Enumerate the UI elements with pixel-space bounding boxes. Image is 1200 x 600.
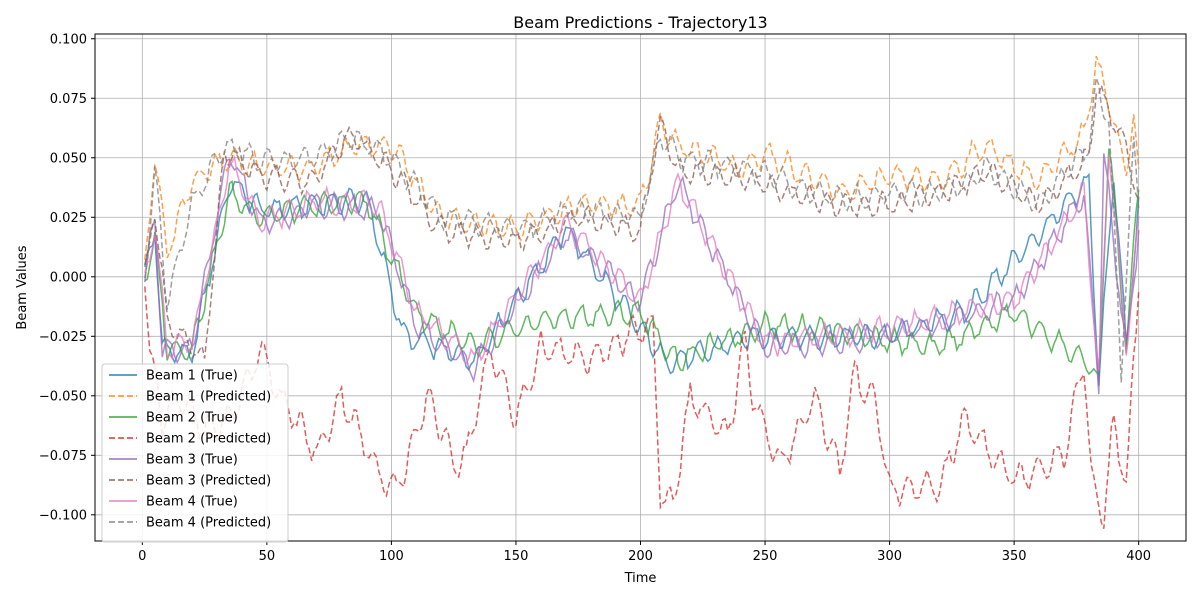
- x-tick-label: 350: [1002, 549, 1027, 564]
- x-tick-label: 400: [1126, 549, 1151, 564]
- y-tick-label: 0.000: [50, 270, 87, 285]
- y-tick-label: 0.075: [50, 92, 87, 107]
- series-line-beam-2-predicted: [144, 286, 1140, 529]
- series-layer: [144, 55, 1140, 529]
- series-line-beam-3-predicted: [144, 82, 1140, 360]
- legend-label: Beam 2 (True): [146, 411, 238, 426]
- series-line-beam-4-true: [144, 155, 1140, 371]
- legend-box: [101, 363, 289, 543]
- grid: [95, 34, 1186, 541]
- ticks: 0 50 100 150 200 250 300 350 400 −0.100 −0.075 −0.0…: [39, 32, 1151, 564]
- y-axis-title: Beam Values: [15, 245, 30, 329]
- legend-label: Beam 1 (True): [146, 369, 238, 384]
- chart-title: Beam Predictions - Trajectory13: [513, 13, 767, 32]
- y-tick-label: −0.050: [39, 389, 87, 404]
- series-line-beam-4-predicted: [144, 77, 1140, 383]
- y-tick-label: −0.025: [39, 330, 87, 345]
- x-tick-label: 100: [379, 549, 404, 564]
- y-tick-label: 0.100: [50, 32, 87, 47]
- y-tick-label: −0.075: [39, 449, 87, 464]
- legend-label: Beam 2 (Predicted): [146, 432, 271, 447]
- legend: Beam 1 (True) Beam 1 (Predicted) Beam 2 (T…: [101, 363, 289, 543]
- legend-label: Beam 3 (Predicted): [146, 474, 271, 489]
- series-line-beam-3-true: [144, 153, 1140, 395]
- x-tick-label: 150: [504, 549, 529, 564]
- x-axis-title: Time: [624, 571, 657, 586]
- legend-label: Beam 1 (Predicted): [146, 390, 271, 405]
- legend-label: Beam 4 (True): [146, 495, 238, 510]
- x-tick-label: 300: [877, 549, 902, 564]
- legend-label: Beam 3 (True): [146, 453, 238, 468]
- y-tick-label: 0.050: [50, 151, 87, 166]
- series-line-beam-1-predicted: [144, 55, 1140, 260]
- x-tick-label: 250: [753, 549, 778, 564]
- legend-label: Beam 4 (Predicted): [146, 516, 271, 531]
- x-tick-label: 0: [138, 549, 146, 564]
- x-tick-label: 200: [628, 549, 653, 564]
- x-tick-label: 50: [259, 549, 276, 564]
- y-tick-label: −0.100: [39, 508, 87, 523]
- y-tick-label: 0.025: [50, 211, 87, 226]
